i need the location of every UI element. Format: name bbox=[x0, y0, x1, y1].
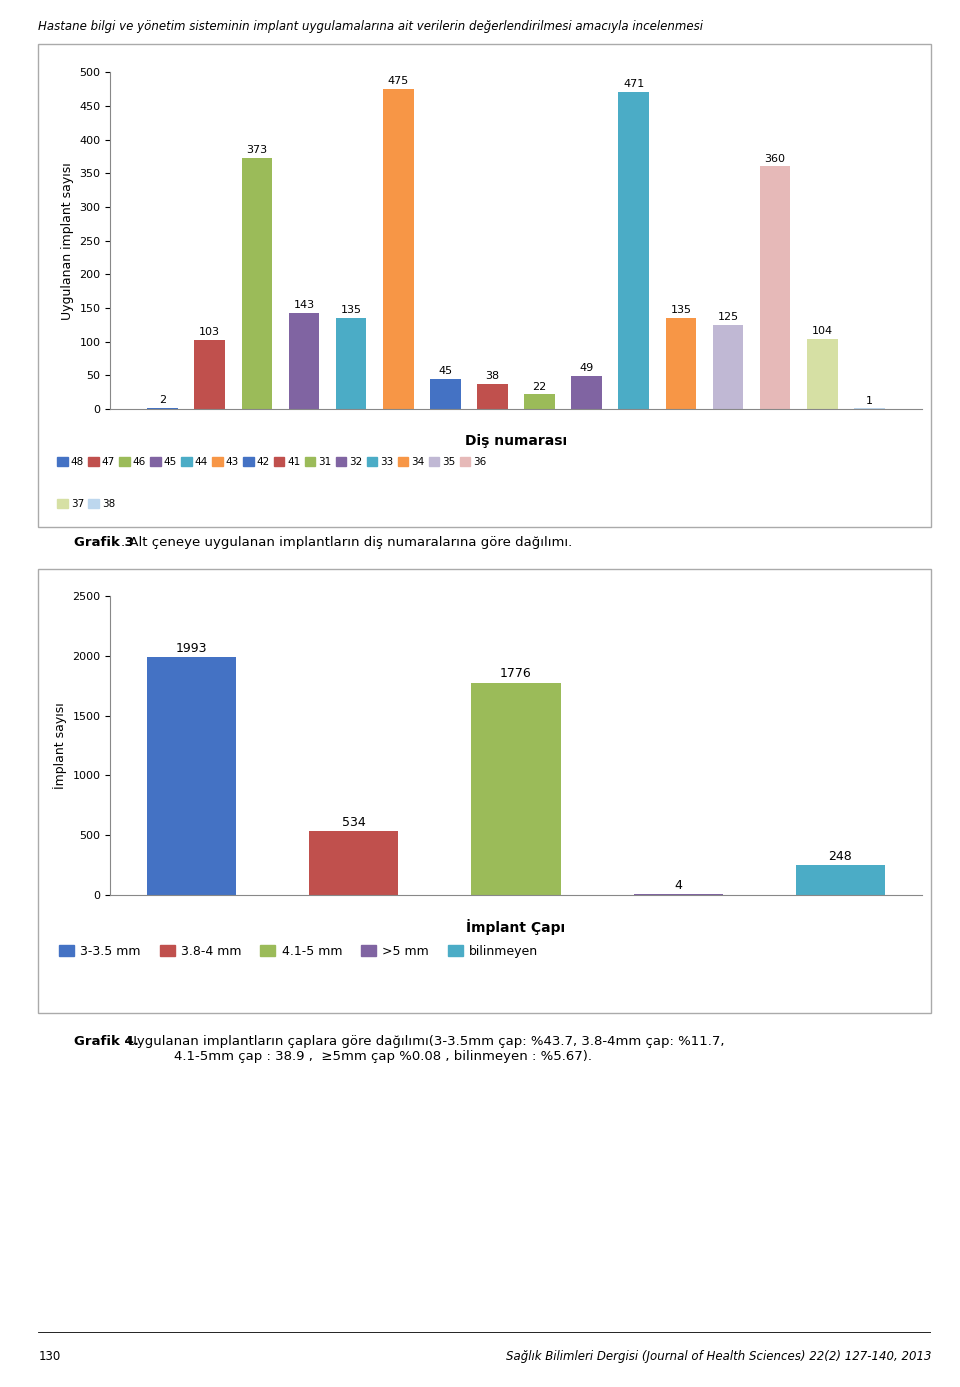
Text: 1: 1 bbox=[866, 395, 873, 406]
Y-axis label: İmplant sayısı: İmplant sayısı bbox=[53, 702, 67, 789]
Text: Hastane bilgi ve yönetim sisteminin implant uygulamalarına ait verilerin değerle: Hastane bilgi ve yönetim sisteminin impl… bbox=[38, 19, 704, 33]
Y-axis label: Uygulanan implant sayısı: Uygulanan implant sayısı bbox=[61, 162, 74, 319]
Text: 248: 248 bbox=[828, 850, 852, 863]
Bar bbox=[477, 384, 508, 409]
Bar bbox=[796, 865, 885, 895]
Text: 104: 104 bbox=[812, 326, 833, 337]
Bar bbox=[336, 318, 367, 409]
Bar bbox=[807, 338, 838, 409]
Text: 125: 125 bbox=[717, 312, 738, 322]
Bar bbox=[309, 831, 398, 895]
Text: . Alt çeneye uygulanan implantların diş numaralarına göre dağılımı.: . Alt çeneye uygulanan implantların diş … bbox=[121, 535, 572, 548]
Bar bbox=[471, 682, 561, 895]
Text: 475: 475 bbox=[388, 76, 409, 86]
Text: Diş numarası: Diş numarası bbox=[465, 434, 567, 448]
Text: 373: 373 bbox=[247, 146, 268, 155]
Bar bbox=[760, 166, 790, 409]
Text: 45: 45 bbox=[439, 366, 452, 376]
Bar bbox=[618, 92, 649, 409]
Text: 135: 135 bbox=[670, 305, 691, 315]
Text: 38: 38 bbox=[486, 370, 499, 381]
Text: İmplant Çapı: İmplant Çapı bbox=[467, 918, 565, 935]
Text: 1993: 1993 bbox=[176, 642, 207, 655]
Bar bbox=[665, 318, 696, 409]
Bar bbox=[430, 379, 461, 409]
Bar bbox=[147, 657, 236, 895]
Legend: 37, 38: 37, 38 bbox=[53, 495, 119, 513]
Text: Grafik 4.: Grafik 4. bbox=[74, 1035, 139, 1047]
Text: Uygulanan implantların çaplara göre dağılımı(3-3.5mm çap: %43.7, 3.8-4mm çap: %1: Uygulanan implantların çaplara göre dağı… bbox=[123, 1035, 725, 1062]
Bar bbox=[712, 325, 743, 409]
Legend: 3-3.5 mm, 3.8-4 mm, 4.1-5 mm, >5 mm, bilinmeyen: 3-3.5 mm, 3.8-4 mm, 4.1-5 mm, >5 mm, bil… bbox=[55, 940, 542, 963]
Text: 22: 22 bbox=[533, 381, 546, 391]
Text: 534: 534 bbox=[342, 816, 366, 828]
Text: 130: 130 bbox=[38, 1350, 60, 1362]
Text: 135: 135 bbox=[341, 305, 362, 315]
Bar bbox=[242, 158, 272, 409]
Bar bbox=[571, 376, 602, 409]
Bar bbox=[194, 340, 225, 409]
Text: 103: 103 bbox=[200, 327, 220, 337]
Bar bbox=[289, 313, 320, 409]
Text: Grafik 3: Grafik 3 bbox=[74, 535, 133, 548]
Text: 2: 2 bbox=[159, 395, 166, 405]
Bar bbox=[383, 89, 414, 409]
Text: 49: 49 bbox=[580, 363, 594, 373]
Text: 360: 360 bbox=[765, 154, 785, 164]
Text: 143: 143 bbox=[294, 300, 315, 311]
Text: Sağlık Bilimleri Dergisi (Journal of Health Sciences) 22(2) 127-140, 2013: Sağlık Bilimleri Dergisi (Journal of Hea… bbox=[506, 1350, 931, 1362]
Text: 471: 471 bbox=[623, 79, 644, 89]
Text: 4: 4 bbox=[674, 879, 682, 892]
Bar bbox=[524, 394, 555, 409]
Text: 1776: 1776 bbox=[500, 667, 532, 681]
